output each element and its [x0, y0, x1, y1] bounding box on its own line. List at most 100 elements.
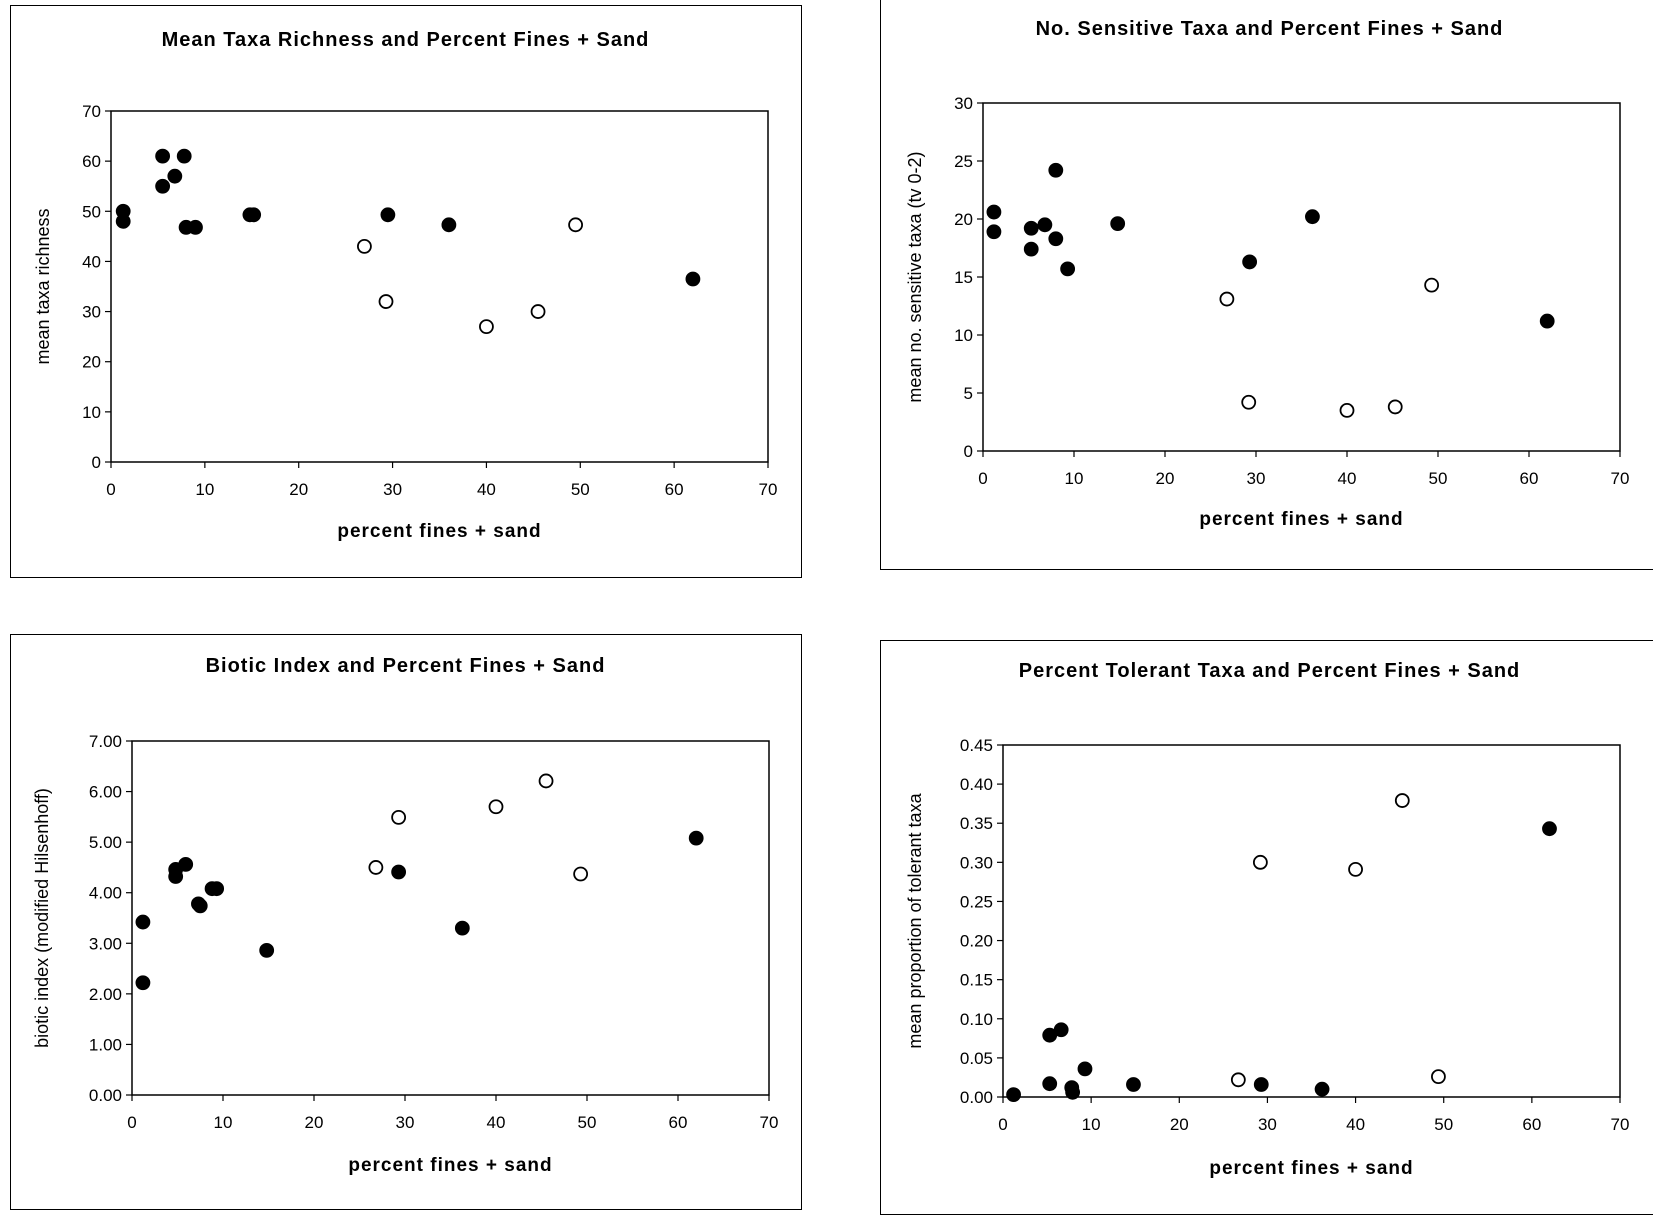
y-tick-label: 0.00: [960, 1088, 993, 1107]
y-axis-label: biotic index (modified Hilsenhoff): [32, 788, 52, 1048]
data-point-open: [1348, 861, 1363, 877]
y-tick-label: 50: [82, 202, 101, 221]
data-point-filled: [209, 881, 225, 897]
data-point-filled: [441, 217, 457, 233]
y-tick-label: 20: [954, 210, 973, 229]
chart-title: No. Sensitive Taxa and Percent Fines + S…: [1036, 18, 1504, 40]
y-tick-label: 7.00: [89, 732, 122, 751]
data-point-open: [568, 217, 583, 233]
x-tick-label: 30: [396, 1113, 415, 1132]
data-point-filled: [1305, 209, 1320, 225]
data-point-open: [1230, 1072, 1246, 1088]
data-point-filled: [688, 830, 704, 846]
chart-title: Mean Taxa Richness and Percent Fines + S…: [162, 29, 650, 51]
data-point-filled: [391, 864, 407, 880]
x-tick-label: 0: [978, 469, 987, 488]
y-tick-label: 0.40: [960, 775, 993, 794]
y-axis-label: mean no. sensitive taxa (tv 0-2): [905, 151, 925, 402]
x-tick-label: 30: [1258, 1115, 1277, 1134]
data-point-filled: [1126, 1077, 1141, 1092]
data-point-open: [1241, 394, 1257, 410]
y-tick-label: 0.05: [960, 1049, 993, 1068]
x-tick-label: 70: [759, 480, 778, 499]
chart-title: Biotic Index and Percent Fines + Sand: [206, 655, 606, 677]
y-tick-label: 4.00: [89, 884, 122, 903]
x-tick-label: 40: [1338, 469, 1357, 488]
data-point-filled: [168, 869, 184, 884]
y-tick-label: 0.45: [960, 736, 993, 755]
chart-panel-biotic-index: Biotic Index and Percent Fines + Sand 0 10…: [10, 634, 802, 1210]
x-tick-label: 60: [665, 480, 684, 499]
chart-panel-tolerant-taxa: Percent Tolerant Taxa and Percent Fines …: [880, 640, 1653, 1215]
y-tick-label: 0.20: [960, 932, 993, 951]
x-tick-label: 40: [477, 480, 496, 499]
plot-area: [1002, 744, 1621, 1098]
x-tick-label: 40: [1346, 1115, 1365, 1134]
data-point-open: [1219, 291, 1235, 307]
data-point-filled: [155, 178, 171, 194]
data-point-filled: [1042, 1076, 1058, 1092]
chart-panel-sensitive-taxa: No. Sensitive Taxa and Percent Fines + S…: [880, 0, 1653, 570]
x-tick-label: 40: [487, 1113, 506, 1132]
y-tick-label: 70: [82, 102, 101, 121]
chart-svg-taxa-richness: Mean Taxa Richness and Percent Fines + S…: [33, 29, 778, 542]
y-tick-label: 0.10: [960, 1010, 993, 1029]
data-point-filled: [1110, 216, 1126, 232]
x-tick-label: 50: [571, 480, 590, 499]
data-point-open: [357, 238, 372, 254]
y-tick-label: 10: [82, 403, 101, 422]
data-point-filled: [1242, 254, 1258, 270]
x-tick-label: 50: [578, 1113, 597, 1132]
x-tick-label: 20: [1156, 469, 1175, 488]
x-tick-label: 10: [195, 480, 214, 499]
y-tick-label: 3.00: [89, 934, 122, 953]
x-tick-label: 60: [1522, 1115, 1541, 1134]
x-tick-label: 70: [1611, 469, 1630, 488]
x-tick-label: 0: [998, 1115, 1007, 1134]
x-axis-label: percent fines + sand: [1199, 509, 1403, 530]
x-tick-label: 0: [106, 480, 115, 499]
data-point-filled: [1053, 1022, 1069, 1038]
y-tick-label: 15: [954, 268, 973, 287]
data-point-open: [1424, 277, 1440, 293]
data-point-open: [368, 860, 384, 875]
data-point-filled: [176, 148, 192, 164]
y-tick-label: 1.00: [89, 1035, 122, 1054]
y-tick-label: 5: [964, 384, 973, 403]
data-point-filled: [1539, 313, 1555, 329]
chart-svg-tolerant-taxa: Percent Tolerant Taxa and Percent Fines …: [905, 660, 1629, 1179]
data-point-open: [1339, 402, 1355, 418]
y-tick-label: 0.30: [960, 853, 993, 872]
y-tick-label: 0: [964, 442, 973, 461]
data-point-open: [573, 866, 589, 882]
data-point-filled: [178, 856, 194, 872]
data-point-filled: [1006, 1087, 1021, 1103]
data-point-filled: [1314, 1081, 1330, 1097]
data-point-filled: [1065, 1084, 1081, 1100]
y-tick-label: 0.15: [960, 971, 993, 990]
x-tick-label: 10: [214, 1113, 233, 1132]
y-tick-label: 60: [82, 152, 101, 171]
y-tick-label: 20: [82, 353, 101, 372]
x-tick-label: 0: [127, 1113, 136, 1132]
data-point-filled: [1077, 1061, 1093, 1077]
x-axis-label: percent fines + sand: [1209, 1158, 1413, 1179]
y-axis-label: mean proportion of tolerant taxa: [905, 792, 925, 1048]
data-point-open: [488, 799, 504, 815]
x-axis-label: percent fines + sand: [348, 1155, 552, 1176]
data-point-filled: [135, 914, 151, 930]
data-point-filled: [1023, 220, 1039, 236]
x-tick-label: 50: [1429, 469, 1448, 488]
data-point-filled: [188, 219, 203, 235]
x-tick-label: 30: [1247, 469, 1266, 488]
plot-area: [131, 740, 770, 1096]
x-tick-label: 20: [305, 1113, 324, 1132]
y-tick-label: 0.00: [89, 1086, 122, 1105]
plot-area: [982, 102, 1621, 452]
data-point-filled: [380, 207, 396, 223]
y-tick-label: 30: [954, 94, 973, 113]
data-point-open: [530, 304, 546, 319]
data-point-filled: [259, 942, 275, 958]
data-point-filled: [115, 213, 131, 229]
x-tick-label: 10: [1082, 1115, 1101, 1134]
